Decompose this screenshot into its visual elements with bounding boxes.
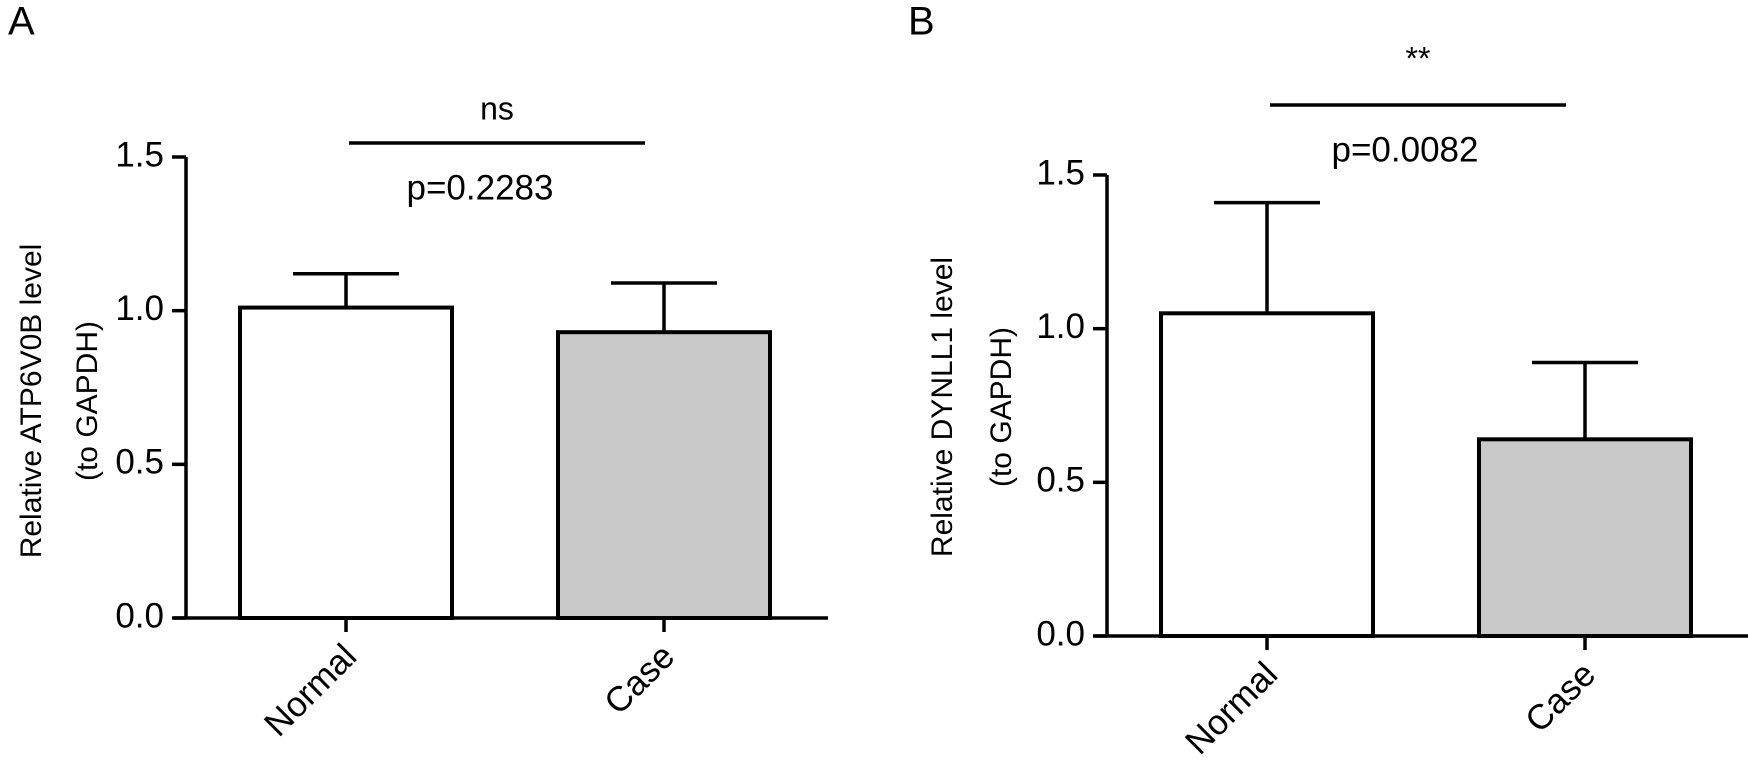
bar <box>238 305 454 620</box>
y-tick-label: 0.0 <box>115 596 164 635</box>
x-tick-label: Normal <box>257 637 364 744</box>
y-tick-label: 0.0 <box>1036 614 1085 653</box>
bar <box>1159 311 1375 638</box>
significance-label: ** <box>1406 40 1431 76</box>
y-axis-label: Relative ATP6V0B level <box>15 244 48 559</box>
bar <box>1477 437 1693 638</box>
y-tick-label: 1.5 <box>115 135 164 174</box>
y-tick-label: 1.0 <box>115 289 164 328</box>
y-tick-label: 1.5 <box>1036 153 1085 192</box>
y-tick-label: 0.5 <box>115 443 164 482</box>
x-tick-label: Normal <box>1178 655 1285 762</box>
x-tick-label: Case <box>1518 655 1603 740</box>
significance-label: ns <box>480 90 514 126</box>
panel-label: A <box>8 0 35 44</box>
y-tick-label: 1.0 <box>1036 307 1085 346</box>
panel-label: B <box>908 0 935 44</box>
p-value: p=0.2283 <box>407 168 554 207</box>
y-axis-label: (to GAPDH) <box>71 321 104 481</box>
bar <box>556 330 772 620</box>
p-value: p=0.0082 <box>1332 130 1479 169</box>
y-axis-label: (to GAPDH) <box>985 327 1018 487</box>
x-tick-label: Case <box>597 637 682 722</box>
y-axis-label: Relative DYNLL1 level <box>926 257 959 557</box>
y-tick-label: 0.5 <box>1036 461 1085 500</box>
